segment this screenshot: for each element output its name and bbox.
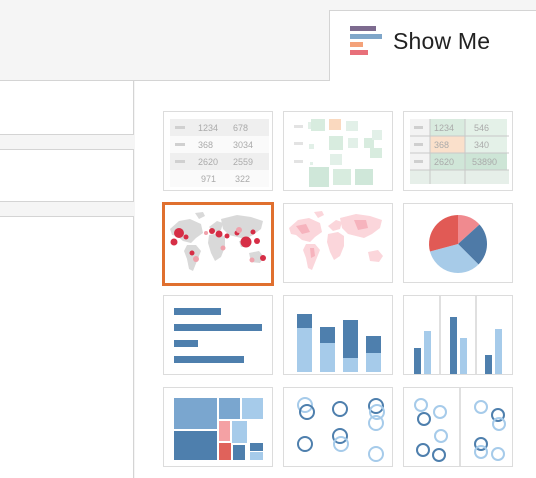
pie-chart-tile[interactable] [403,203,513,283]
circle-views-icon [297,397,385,462]
treemap-icon [174,398,263,460]
symbol-map-icon [170,212,266,271]
symbol-map-tile[interactable] [162,202,274,286]
table-cell: 340 [474,140,489,150]
pie-chart-icon [429,214,488,273]
table-cell: 368 [434,140,449,150]
side-by-side-circles-tile[interactable] [403,387,513,467]
circle-views-tile[interactable] [283,387,393,467]
side-by-side-circles-icon [414,388,506,466]
table-cell: 2620 [434,157,454,167]
treemap-tile[interactable] [163,387,273,467]
highlight-table-tile[interactable]: 1234 546 368 340 2620 53890 [403,111,513,191]
stacked-bars-icon [297,314,381,372]
table-cell: 678 [233,123,248,133]
table-cell: 368 [198,140,213,150]
horizontal-bars-tile[interactable] [163,295,273,375]
top-bar [0,0,329,81]
table-cell: 322 [235,174,250,184]
text-table-icon: 1234 678 368 3034 2620 2559 971 322 [170,119,269,187]
symbol-marks [170,228,266,261]
filled-map-icon [289,211,383,270]
filled-map-tile[interactable] [283,203,393,283]
shelf-divider [0,134,134,150]
side-by-side-bars-icon [414,296,502,374]
heat-map-icon [294,119,382,187]
table-cell: 2620 [198,157,218,167]
table-cell: 1234 [198,123,218,133]
text-table-tile[interactable]: 1234 678 368 3034 2620 2559 971 322 [163,111,273,191]
highlight-table-icon: 1234 546 368 340 2620 53890 [410,119,509,184]
heat-map-tile[interactable] [283,111,393,191]
table-cell: 3034 [233,140,253,150]
show-me-title: Show Me [393,28,491,54]
table-cell: 2559 [233,157,253,167]
shelves-panel [0,81,134,478]
side-by-side-bars-tile[interactable] [403,295,513,375]
show-me-tab[interactable]: Show Me [329,10,536,81]
show-me-bars-icon [350,26,382,55]
stacked-bars-tile[interactable] [283,295,393,375]
table-cell: 971 [201,174,216,184]
table-cell: 53890 [472,157,497,167]
table-cell: 1234 [434,123,454,133]
horizontal-bars-icon [174,308,262,363]
shelf-divider [0,201,134,217]
table-cell: 546 [474,123,489,133]
